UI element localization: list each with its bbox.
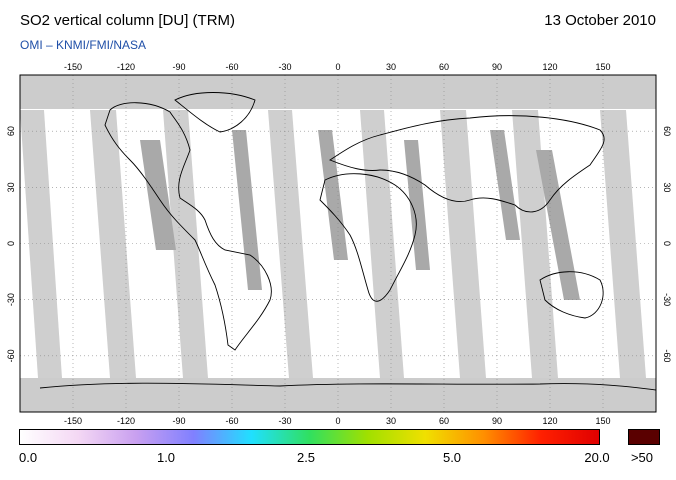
lon-tick-top: 60 [439,62,449,72]
lon-tick-bottom: 90 [492,416,502,426]
lon-tick-top: 120 [542,62,557,72]
lon-tick-bottom: 60 [439,416,449,426]
lon-tick-bottom: -150 [64,416,82,426]
lat-tick-right: 30 [662,182,672,192]
lon-tick-top: 30 [386,62,396,72]
australia-coast [539,271,604,319]
lat-tick-right: -60 [662,349,672,362]
lat-tick-left: -60 [6,349,16,362]
lon-tick-bottom: 150 [595,416,610,426]
colorbar-label: 20.0 [584,450,610,465]
lon-tick-bottom: 30 [386,416,396,426]
americas-coast [104,102,272,351]
lat-tick-left: 0 [6,241,16,246]
map-frame [19,74,657,413]
lat-tick-left: -30 [6,293,16,306]
lon-tick-bottom: -90 [172,416,185,426]
lat-tick-left: 60 [6,126,16,136]
map-date: 13 October 2010 [544,12,656,29]
lon-tick-top: -90 [172,62,185,72]
lat-tick-left: 30 [6,182,16,192]
colorbar-label: >50 [630,450,654,465]
lat-tick-right: -30 [662,293,672,306]
colorbar-label: 5.0 [442,450,462,465]
orbit-gaps [20,110,646,378]
eurasia-coast [329,115,605,213]
graticule [20,75,656,412]
lon-tick-top: -150 [64,62,82,72]
lon-tick-bottom: 120 [542,416,557,426]
coastlines [39,92,656,391]
lat-tick-right: 0 [662,241,672,246]
lon-tick-top: 150 [595,62,610,72]
swath-overlaps [140,130,580,300]
lon-tick-bottom: -120 [117,416,135,426]
africa-coast [319,173,417,302]
greenland-coast [174,92,256,133]
lat-tick-right: 60 [662,126,672,136]
lon-tick-top: -30 [278,62,291,72]
colorbar [19,429,600,445]
lon-tick-top: -60 [225,62,238,72]
lon-tick-top: 90 [492,62,502,72]
axis-ticks: -150 -150 -120 -120 -90 -90 -60 -60 -30 -30 0 0 30 30… [6,62,672,426]
lon-tick-bottom: -30 [278,416,291,426]
colorbar-overflow-box [628,429,660,445]
lon-tick-top: 0 [335,62,340,72]
map-title: SO2 vertical column [DU] (TRM) [20,12,236,29]
lon-tick-bottom: 0 [335,416,340,426]
colorbar-label: 0.0 [19,450,38,465]
antarctica-coast [39,382,656,391]
lon-tick-bottom: -60 [225,416,238,426]
source-credit: OMI – KNMI/FMI/NASA [20,38,147,52]
lon-tick-top: -120 [117,62,135,72]
colorbar-label: 2.5 [296,450,316,465]
swath-layer [20,75,656,412]
colorbar-label: 1.0 [156,450,176,465]
